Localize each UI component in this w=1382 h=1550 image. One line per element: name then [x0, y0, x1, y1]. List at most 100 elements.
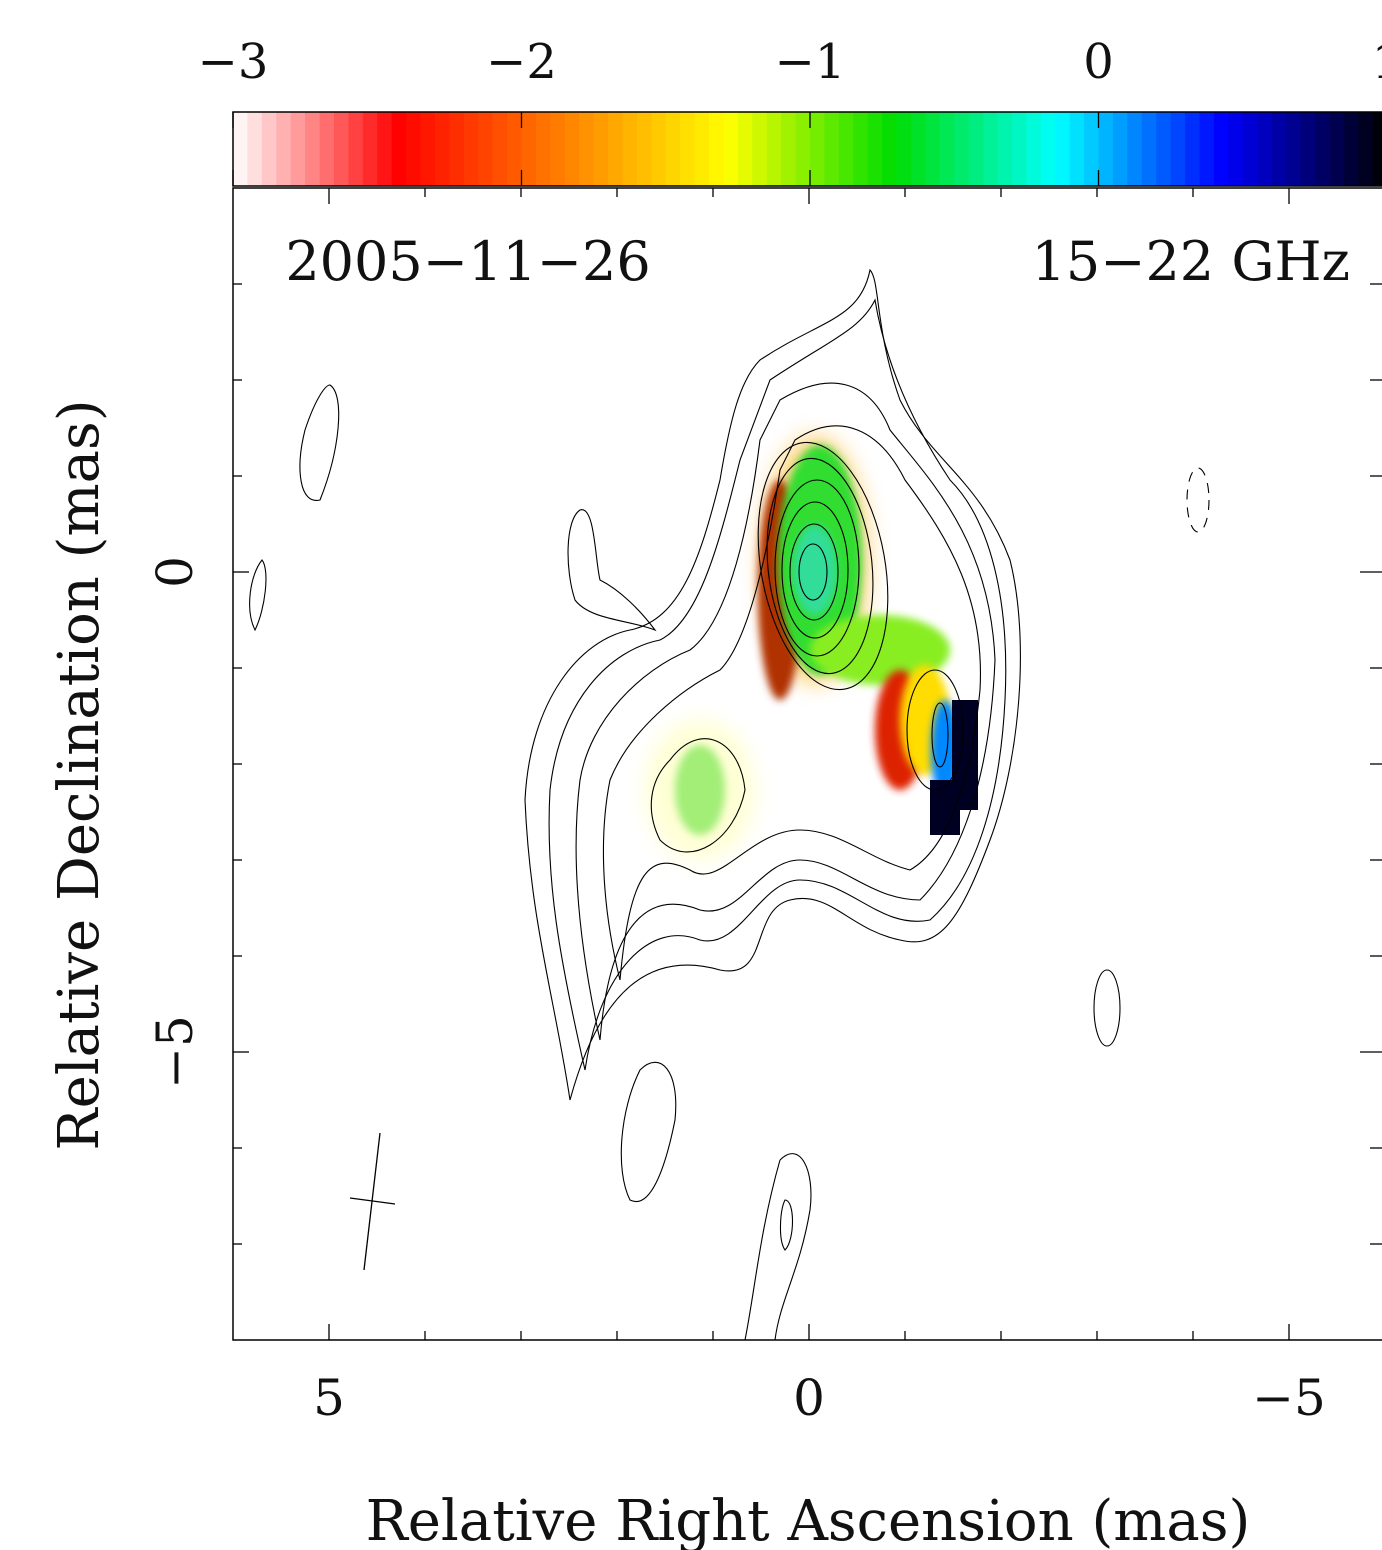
- image-layer: [249, 268, 1210, 1340]
- plot-frame: [232, 187, 1382, 1341]
- colorbar-step: [1199, 112, 1215, 186]
- colorbar-step: [680, 112, 696, 186]
- colorbar-step: [492, 112, 508, 186]
- colorbar-step: [824, 112, 840, 186]
- colorbar-step: [1329, 112, 1345, 186]
- colorbar-step: [853, 112, 869, 186]
- colorbar-step: [997, 112, 1013, 186]
- colorbar-step: [737, 112, 753, 186]
- colorbar-step: [377, 112, 393, 186]
- colorbar-step: [651, 112, 667, 186]
- colorbar-step: [564, 112, 580, 186]
- colorbar-step: [665, 112, 681, 186]
- colorbar-step: [449, 112, 465, 186]
- colorbar-step: [333, 112, 349, 186]
- colorbar-step: [1343, 112, 1359, 186]
- colorbar-step: [1185, 112, 1201, 186]
- colorbar-step: [795, 112, 811, 186]
- colorbar-step: [939, 112, 955, 186]
- colorbar-tick-label: −2: [486, 34, 557, 90]
- colorbar-step: [723, 112, 739, 186]
- band-label: 15−22 GHz: [1031, 230, 1350, 293]
- colorbar-tick-label: 0: [1083, 34, 1114, 90]
- colorbar-step: [709, 112, 725, 186]
- colorbar-step: [910, 112, 926, 186]
- colorbar-step: [752, 112, 768, 186]
- colorbar-step: [463, 112, 479, 186]
- colorbar-step: [1141, 112, 1157, 186]
- colorbar-step: [233, 112, 249, 186]
- axes: 5 0 −5 0 −5: [146, 188, 1382, 1427]
- colorbar-step: [1127, 112, 1143, 186]
- colorbar-step: [579, 112, 595, 186]
- colorbar-step: [261, 112, 277, 186]
- colorbar-step: [882, 112, 898, 186]
- date-label: 2005−11−26: [285, 230, 650, 293]
- label-bg: [996, 230, 1356, 292]
- x-tick-label: 0: [793, 1369, 825, 1427]
- spectral-index-map: [645, 435, 978, 860]
- y-axis-label: Relative Declination (mas): [47, 399, 112, 1150]
- colorbar-step: [1055, 112, 1071, 186]
- colorbar-step: [1170, 112, 1186, 186]
- colorbar-step: [420, 112, 436, 186]
- colorbar-step: [406, 112, 422, 186]
- colorbar-step: [305, 112, 321, 186]
- colorbar-step: [810, 112, 826, 186]
- colorbar-step: [593, 112, 609, 186]
- colorbar-tick-label: 1: [1372, 34, 1382, 90]
- colorbar-step: [1300, 112, 1316, 186]
- colorbar-step: [507, 112, 523, 186]
- colorbar-step: [434, 112, 450, 186]
- colorbar-step: [608, 112, 624, 186]
- x-axis-label: Relative Right Ascension (mas): [366, 1489, 1251, 1550]
- colorbar-step: [1011, 112, 1027, 186]
- colorbar-step: [1112, 112, 1128, 186]
- colorbar-step: [867, 112, 883, 186]
- colorbar-step: [535, 112, 551, 186]
- colorbar-step: [636, 112, 652, 186]
- colorbar-tick-label: −1: [775, 34, 846, 90]
- colorbar-step: [968, 112, 984, 186]
- contours: [249, 268, 1210, 1340]
- colorbar-step: [1372, 112, 1382, 186]
- colorbar-step: [1271, 112, 1287, 186]
- colorbar-step: [781, 112, 797, 186]
- colorbar-step: [1040, 112, 1056, 186]
- colorbar-step: [1098, 112, 1114, 186]
- colorbar-step: [622, 112, 638, 186]
- colorbar-step: [478, 112, 494, 186]
- colorbar-tick-label: −3: [198, 34, 269, 90]
- colorbar-step: [1213, 112, 1229, 186]
- x-tick-label: −5: [1252, 1369, 1326, 1427]
- colorbar-step: [1069, 112, 1085, 186]
- colorbar-step: [319, 112, 335, 186]
- colorbar-step: [348, 112, 364, 186]
- colorbar-step: [247, 112, 263, 186]
- colorbar-step: [1358, 112, 1374, 186]
- label-bg: [262, 230, 674, 292]
- colorbar-step: [1314, 112, 1330, 186]
- colorbar-step: [1084, 112, 1100, 186]
- colorbar-step: [896, 112, 912, 186]
- colorbar-step: [1242, 112, 1258, 186]
- colorbar-step: [1026, 112, 1042, 186]
- colorbar-step: [694, 112, 710, 186]
- x-tick-label: 5: [313, 1369, 345, 1427]
- colorbar: −3 −2 −1 0 1: [198, 34, 1382, 187]
- colorbar-step: [1156, 112, 1172, 186]
- colorbar-step: [983, 112, 999, 186]
- colorbar-step: [276, 112, 292, 186]
- colorbar-step: [1286, 112, 1302, 186]
- colorbar-step: [1257, 112, 1273, 186]
- colorbar-step: [766, 112, 782, 186]
- colorbar-step: [521, 112, 537, 186]
- y-tick-label: −5: [146, 1015, 204, 1089]
- y-tick-label: 0: [146, 556, 204, 588]
- colorbar-step: [391, 112, 407, 186]
- colorbar-step: [1228, 112, 1244, 186]
- colorbar-step: [954, 112, 970, 186]
- colorbar-step: [290, 112, 306, 186]
